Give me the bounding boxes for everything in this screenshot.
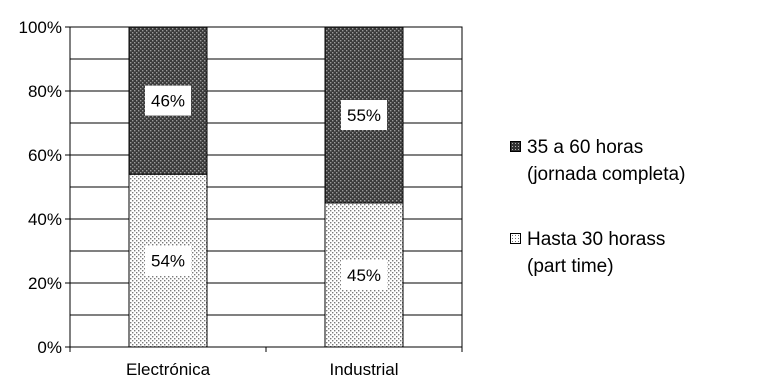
data-label: 45%	[347, 266, 381, 285]
x-tick-label: Electrónica	[126, 360, 211, 378]
data-label-box	[341, 100, 387, 130]
legend: 35 a 60 horas (jornada completa) Hasta 3…	[510, 134, 762, 318]
legend-item-part-time: Hasta 30 horass (part time)	[510, 226, 762, 280]
y-tick-label: 0%	[37, 338, 62, 357]
x-tick-label: Industrial	[330, 360, 399, 378]
y-tick-label: 60%	[28, 146, 62, 165]
y-tick-label: 20%	[28, 274, 62, 293]
data-label: 54%	[151, 252, 185, 271]
data-label: 55%	[347, 106, 381, 125]
y-tick-label: 100%	[19, 18, 62, 37]
data-label-box	[145, 245, 191, 276]
legend-item-full-time: 35 a 60 horas (jornada completa)	[510, 134, 762, 188]
legend-swatch-part-time	[510, 233, 521, 244]
y-tick-label: 80%	[28, 82, 62, 101]
bars	[128, 26, 404, 348]
tick-labels: 0% 20% 40% 60% 80% 100% Electrónica Industrial	[19, 18, 399, 378]
legend-label-full-time: 35 a 60 horas (jornada completa)	[527, 137, 686, 185]
data-label-box	[145, 85, 191, 116]
axes	[65, 26, 463, 352]
data-labels: 54% 46% 45% 55%	[145, 85, 387, 290]
legend-swatch-full-time	[510, 141, 521, 152]
legend-label-part-time: Hasta 30 horass (part time)	[527, 229, 666, 277]
data-label: 46%	[151, 92, 185, 111]
y-tick-label: 40%	[28, 210, 62, 229]
data-label-box	[341, 260, 387, 290]
